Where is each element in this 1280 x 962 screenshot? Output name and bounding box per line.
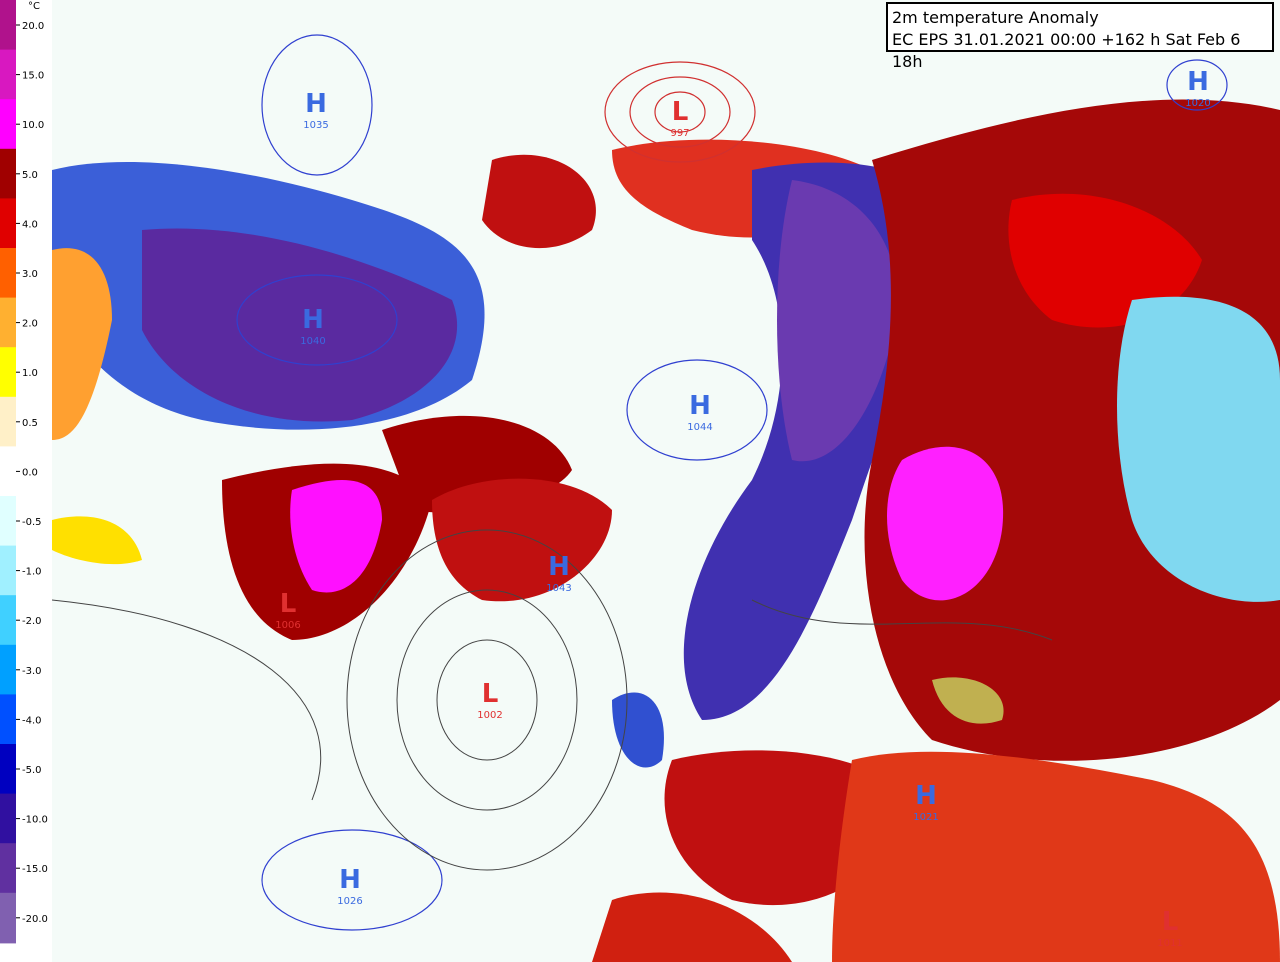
map: H1035H1040H1044H1043L997L1006L1002H1026H… — [52, 0, 1280, 962]
legend-label: -1.0 — [22, 567, 42, 578]
legend-swatch — [0, 446, 16, 497]
legend-swatch — [0, 595, 16, 646]
legend-label: 5.0 — [22, 170, 38, 181]
legend-swatch — [0, 99, 16, 150]
isobars-high — [236, 34, 1228, 931]
title-box: 2m temperature Anomaly EC EPS 31.01.2021… — [886, 2, 1274, 71]
legend-swatch — [0, 694, 16, 745]
legend-label: -2.0 — [22, 616, 42, 627]
legend-label: -5.0 — [22, 765, 42, 776]
pressure-letter: H — [305, 89, 327, 119]
legend-swatch — [0, 396, 16, 448]
legend-swatch — [0, 297, 16, 349]
legend-label: 15.0 — [22, 71, 44, 82]
legend-swatch — [0, 496, 16, 547]
legend-label: -10.0 — [22, 815, 48, 826]
legend-label: 4.0 — [22, 219, 38, 230]
legend-label: 3.0 — [22, 269, 38, 280]
legend-label: -3.0 — [22, 666, 42, 677]
pressure-value: 1020 — [1185, 98, 1210, 109]
title-line: 2m temperature Anomaly — [892, 8, 1099, 27]
pressure-letter: H — [915, 781, 937, 811]
pressure-value: 1021 — [913, 812, 938, 823]
pressure-value: 1044 — [687, 422, 712, 433]
pressure-letter: H — [302, 305, 324, 335]
legend-swatch — [0, 248, 16, 299]
legend-swatch — [0, 198, 16, 249]
pressure-letter: H — [548, 552, 570, 582]
legend-swatch — [0, 0, 16, 51]
legend-swatch — [0, 49, 16, 101]
pressure-letter: L — [482, 679, 499, 709]
pressure-value: 997 — [670, 128, 689, 139]
legend-swatch — [0, 148, 16, 200]
legend-label: -4.0 — [22, 715, 42, 726]
pressure-letter: L — [1162, 907, 1179, 937]
isobars — [52, 529, 1053, 871]
pressure-value: 1043 — [546, 583, 571, 594]
pressure-letter: L — [280, 589, 297, 619]
legend-swatch — [0, 545, 16, 597]
legend-label: 2.0 — [22, 319, 38, 330]
legend-swatch — [0, 843, 16, 894]
pressure-value: 1035 — [303, 120, 328, 131]
legend-swatch — [0, 793, 16, 845]
pressure-letter: H — [1187, 67, 1209, 97]
anomaly-fields — [52, 99, 1280, 962]
legend-label: 20.0 — [22, 21, 44, 32]
legend-label: 10.0 — [22, 120, 44, 131]
pressure-value: 1006 — [275, 620, 300, 631]
legend-label: -15.0 — [22, 864, 48, 875]
legend-unit: °C — [28, 1, 40, 12]
pressure-letter: H — [339, 865, 361, 895]
pressure-value: 1040 — [300, 336, 325, 347]
pressure-letter: H — [689, 391, 711, 421]
pressure-value: 1011 — [1157, 938, 1182, 949]
color-legend: °C 20.0 15.0 10.0 5.0 4.0 3.0 2.0 1.0 0.5 0.0 -0.5 -… — [0, 0, 52, 962]
legend-swatch — [0, 892, 16, 944]
legend-label: 0.5 — [22, 418, 38, 429]
legend-label: 0.0 — [22, 467, 38, 478]
legend-label: -20.0 — [22, 914, 48, 925]
title-line: EC EPS 31.01.2021 00:00 +162 h Sat Feb 6… — [892, 30, 1241, 71]
legend-swatch — [0, 644, 16, 696]
isobars-low — [604, 61, 756, 163]
legend-swatch — [0, 347, 16, 398]
pressure-value: 1026 — [337, 896, 362, 907]
pressure-value: 1002 — [477, 710, 502, 721]
legend-label: 1.0 — [22, 368, 38, 379]
legend-swatch — [0, 744, 16, 795]
pressure-systems: H1035H1040H1044H1043L997L1006L1002H1026H… — [275, 67, 1210, 949]
legend-label: -0.5 — [22, 517, 42, 528]
pressure-letter: L — [672, 97, 689, 127]
